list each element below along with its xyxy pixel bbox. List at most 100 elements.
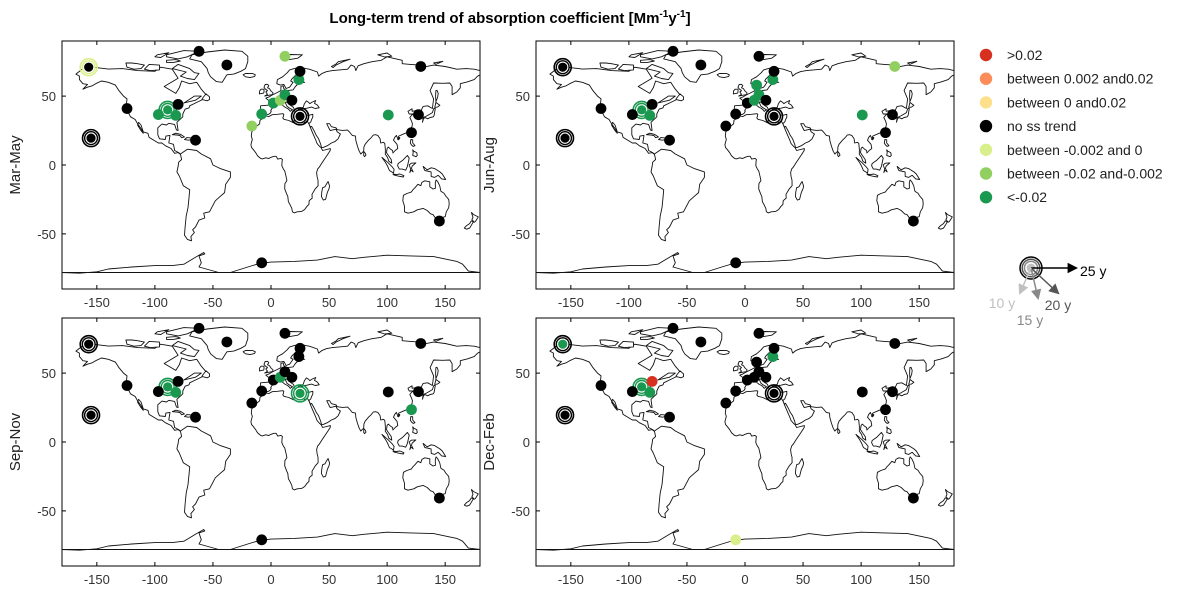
station-marker <box>720 397 732 409</box>
station-dot <box>256 534 268 546</box>
station-marker <box>286 371 298 383</box>
station-dot <box>730 385 742 397</box>
station-dot <box>768 342 780 354</box>
coastline <box>871 413 875 418</box>
coastline <box>422 107 436 123</box>
coastline <box>171 132 185 139</box>
station-marker <box>889 61 901 72</box>
x-tick-label: 150 <box>434 572 456 587</box>
station-marker <box>730 257 742 269</box>
coastline <box>171 340 200 358</box>
coastline <box>62 529 480 551</box>
coastline <box>855 156 869 174</box>
coastline <box>617 63 634 72</box>
coastline <box>909 366 913 380</box>
coastline <box>837 428 841 435</box>
x-tick-label: -100 <box>142 295 168 310</box>
coastline <box>617 340 634 349</box>
x-tick-label: -50 <box>204 572 223 587</box>
x-tick-label: 0 <box>741 572 748 587</box>
panel-label: Jun-Aug <box>481 137 498 193</box>
coastline <box>463 220 474 230</box>
coastline <box>549 343 681 433</box>
station-marker <box>158 100 177 120</box>
x-tick-label: -100 <box>616 295 642 310</box>
station-marker <box>286 94 298 106</box>
x-tick-label: 50 <box>796 295 810 310</box>
coastline <box>435 366 439 380</box>
coastline <box>377 329 393 335</box>
coastline <box>392 450 405 455</box>
coastline <box>645 63 674 81</box>
coastline <box>896 107 910 123</box>
station-dot <box>880 404 891 416</box>
station-dot <box>406 404 417 416</box>
station-marker <box>767 351 779 362</box>
coastline <box>321 181 331 201</box>
coastline <box>851 52 867 58</box>
y-tick-label: 50 <box>516 89 530 104</box>
coastline <box>412 149 418 158</box>
station-dot <box>856 109 868 121</box>
coastline <box>201 370 210 379</box>
station-marker <box>768 65 780 77</box>
y-tick-label: 0 <box>49 435 56 450</box>
station-dot <box>637 105 647 115</box>
x-tick-label: 0 <box>267 572 274 587</box>
y-tick-label: 50 <box>42 89 56 104</box>
coastline <box>628 329 644 335</box>
station-marker <box>81 405 101 425</box>
legend-swatch <box>979 143 993 156</box>
station-dot <box>121 103 133 114</box>
coastline <box>795 181 805 201</box>
x-tick-label: -150 <box>558 295 584 310</box>
coastline <box>737 360 748 374</box>
coastline <box>675 370 684 379</box>
station-dot <box>646 98 658 110</box>
coastline <box>242 72 256 79</box>
station-marker <box>907 492 919 504</box>
coastline <box>259 56 480 164</box>
panel-label: Mar-May <box>7 135 24 195</box>
coastline <box>250 390 331 491</box>
coastline <box>125 339 145 347</box>
coastline <box>422 442 447 457</box>
station-dot <box>256 257 268 269</box>
x-tick-label: -150 <box>84 295 110 310</box>
coastline <box>392 173 405 178</box>
map-panel-dec-feb: -150 -100 -50 0 50 100 150 -50 0 50 Dec-Feb <box>481 317 955 587</box>
station-marker <box>880 127 891 139</box>
station-dot <box>163 382 173 392</box>
coastline <box>381 433 395 451</box>
panel-label: Sep-Nov <box>7 412 24 471</box>
station-marker <box>221 336 233 348</box>
y-tick-label: -50 <box>37 227 56 242</box>
coastline <box>377 52 393 58</box>
station-dot <box>644 387 656 398</box>
station-dot <box>730 257 742 269</box>
x-tick-label: 150 <box>434 295 456 310</box>
coastline <box>463 497 474 507</box>
coastline <box>909 89 913 103</box>
coastline <box>732 88 739 95</box>
coastline <box>435 89 439 103</box>
coastline <box>663 326 723 360</box>
coastline <box>154 329 170 335</box>
coastline <box>258 88 265 95</box>
station-dot <box>294 65 306 77</box>
coastline <box>397 413 401 418</box>
coastline <box>183 372 202 381</box>
coastline <box>866 450 879 455</box>
x-tick-label: -150 <box>558 572 584 587</box>
station-dot <box>279 50 291 62</box>
title-mid: y <box>668 10 677 27</box>
station-dot <box>664 134 675 146</box>
station-marker <box>768 342 780 354</box>
coastline <box>143 63 160 72</box>
coastline <box>166 336 181 340</box>
title-text: Long-term trend of absorption coefficien… <box>329 10 660 27</box>
station-marker <box>81 128 101 148</box>
station-marker <box>79 57 99 77</box>
coastline <box>183 95 202 104</box>
coastline <box>896 165 921 180</box>
